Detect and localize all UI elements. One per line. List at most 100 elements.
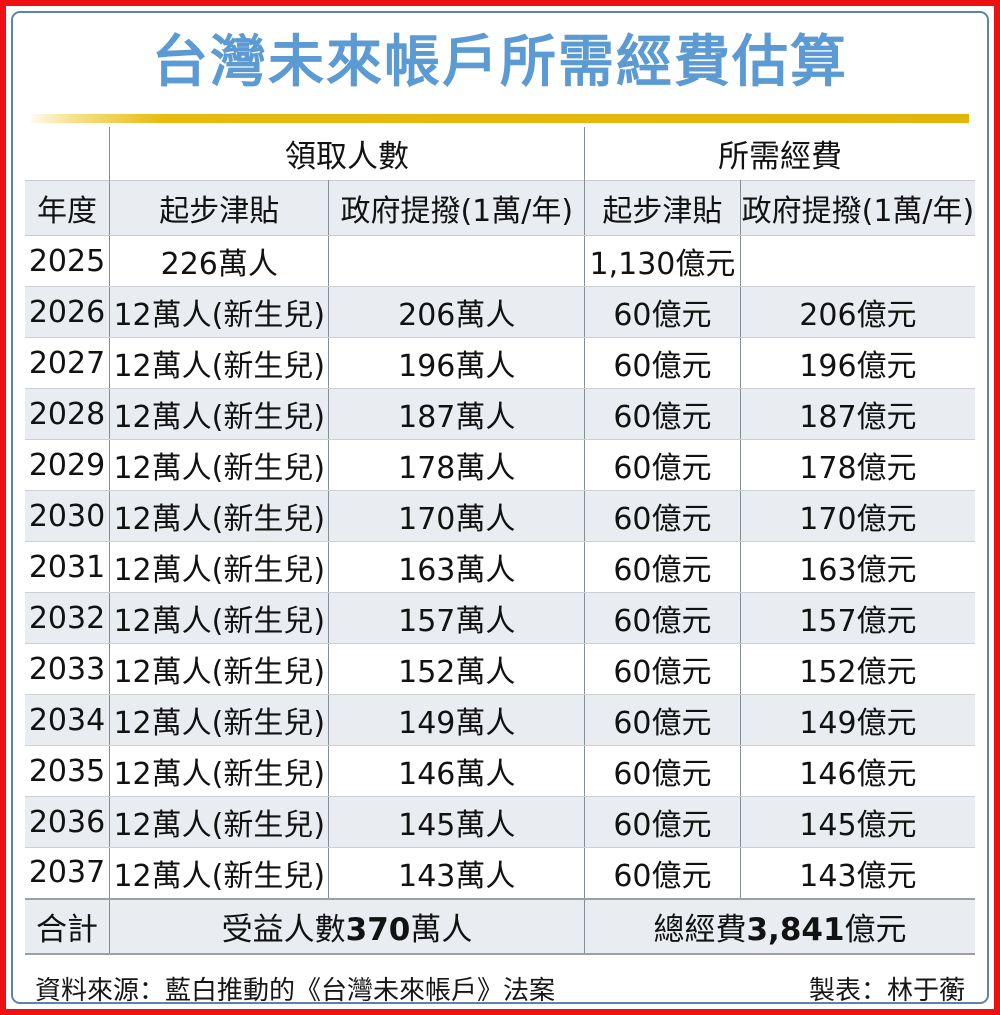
cell-funding-gov: 145億元 bbox=[740, 796, 975, 849]
cell-year: 2025 bbox=[25, 235, 111, 288]
cell-recipients-gov: 146萬人 bbox=[328, 745, 586, 798]
group-header-row: 領取人數 所需經費 bbox=[25, 126, 975, 181]
cell-recipients-gov: 170萬人 bbox=[328, 490, 586, 543]
cell-funding-starter: 60億元 bbox=[584, 286, 741, 339]
cell-funding-starter: 60億元 bbox=[584, 592, 741, 645]
cell-funding-starter: 60億元 bbox=[584, 541, 741, 594]
cell-funding-starter: 60億元 bbox=[584, 388, 741, 441]
table-body: 2025 226萬人 1,130億元 2026 12萬人(新生兒) 206萬人 60億元 20… bbox=[25, 235, 975, 900]
cell-funding-starter: 1,130億元 bbox=[584, 235, 741, 288]
cell-funding-gov: 206億元 bbox=[740, 286, 975, 339]
cell-year: 2037 bbox=[25, 847, 111, 900]
budget-table: 領取人數 所需經費 年度 起步津貼 政府提撥(1萬/年) 起步津貼 政府提撥(1… bbox=[25, 126, 975, 955]
table-row: 2034 12萬人(新生兒) 149萬人 60億元 149億元 bbox=[25, 694, 975, 747]
cell-funding-starter: 60億元 bbox=[584, 745, 741, 798]
total-funding-suffix: 億元 bbox=[844, 911, 907, 948]
cell-recipients-starter: 12萬人(新生兒) bbox=[109, 694, 330, 747]
total-funding-prefix: 總經費 bbox=[653, 911, 747, 948]
table-row: 2026 12萬人(新生兒) 206萬人 60億元 206億元 bbox=[25, 286, 975, 339]
cell-year: 2036 bbox=[25, 796, 111, 849]
table-row: 2027 12萬人(新生兒) 196萬人 60億元 196億元 bbox=[25, 337, 975, 390]
table-row: 2036 12萬人(新生兒) 145萬人 60億元 145億元 bbox=[25, 796, 975, 849]
cell-funding-starter: 60億元 bbox=[584, 694, 741, 747]
cell-funding-gov: 152億元 bbox=[740, 643, 975, 696]
cell-funding-gov: 187億元 bbox=[740, 388, 975, 441]
cell-funding-starter: 60億元 bbox=[584, 796, 741, 849]
cell-year: 2031 bbox=[25, 541, 111, 594]
table-row: 2028 12萬人(新生兒) 187萬人 60億元 187億元 bbox=[25, 388, 975, 441]
table-row: 2035 12萬人(新生兒) 146萬人 60億元 146億元 bbox=[25, 745, 975, 798]
cell-recipients-gov: 163萬人 bbox=[328, 541, 586, 594]
cell-recipients-gov: 196萬人 bbox=[328, 337, 586, 390]
cell-recipients-starter: 12萬人(新生兒) bbox=[109, 439, 330, 492]
cell-year: 2028 bbox=[25, 388, 111, 441]
total-funding: 總經費3,841億元 bbox=[584, 897, 975, 955]
column-header-recipients-gov: 政府提撥(1萬/年) bbox=[328, 180, 586, 237]
cell-recipients-starter: 12萬人(新生兒) bbox=[109, 388, 330, 441]
cell-funding-gov: 157億元 bbox=[740, 592, 975, 645]
credit-note: 製表：林于蘅 bbox=[808, 975, 965, 1004]
cell-funding-gov: 196億元 bbox=[740, 337, 975, 390]
cell-recipients-starter: 12萬人(新生兒) bbox=[109, 490, 330, 543]
cell-funding-starter: 60億元 bbox=[584, 439, 741, 492]
cell-funding-gov: 149億元 bbox=[740, 694, 975, 747]
group-header-recipients: 領取人數 bbox=[109, 126, 586, 181]
cell-year: 2029 bbox=[25, 439, 111, 492]
table-row: 2030 12萬人(新生兒) 170萬人 60億元 170億元 bbox=[25, 490, 975, 543]
cell-year: 2030 bbox=[25, 490, 111, 543]
table-row: 2032 12萬人(新生兒) 157萬人 60億元 157億元 bbox=[25, 592, 975, 645]
cell-funding-gov: 178億元 bbox=[740, 439, 975, 492]
column-header-funding-gov: 政府提撥(1萬/年) bbox=[740, 180, 975, 237]
cell-year: 2034 bbox=[25, 694, 111, 747]
cell-recipients-starter: 12萬人(新生兒) bbox=[109, 337, 330, 390]
cell-recipients-gov: 143萬人 bbox=[328, 847, 586, 900]
column-header-year: 年度 bbox=[25, 180, 111, 237]
total-funding-value: 3,841 bbox=[746, 911, 845, 948]
cell-year: 2035 bbox=[25, 745, 111, 798]
cell-recipients-gov: 187萬人 bbox=[328, 388, 586, 441]
cell-funding-gov: 170億元 bbox=[740, 490, 975, 543]
cell-year: 2027 bbox=[25, 337, 111, 390]
group-header-year-spacer bbox=[25, 126, 111, 181]
table-row: 2033 12萬人(新生兒) 152萬人 60億元 152億元 bbox=[25, 643, 975, 696]
cell-funding-gov: 143億元 bbox=[740, 847, 975, 900]
source-note: 資料來源：藍白推動的《台灣未來帳戶》法案 bbox=[35, 975, 556, 1004]
page-title: 台灣未來帳戶所需經費估算 bbox=[152, 30, 848, 95]
cell-funding-gov bbox=[740, 235, 975, 288]
cell-recipients-gov: 152萬人 bbox=[328, 643, 586, 696]
total-recipients-prefix: 受益人數 bbox=[221, 911, 346, 948]
cell-year: 2026 bbox=[25, 286, 111, 339]
cell-recipients-starter: 12萬人(新生兒) bbox=[109, 847, 330, 900]
table-row: 2025 226萬人 1,130億元 bbox=[25, 235, 975, 288]
cell-funding-gov: 163億元 bbox=[740, 541, 975, 594]
content-panel: 台灣未來帳戶所需經費估算 領取人數 所需經費 年度 起步津貼 政府提撥(1萬/年… bbox=[11, 11, 989, 1004]
cell-recipients-gov bbox=[328, 235, 586, 288]
total-recipients: 受益人數370萬人 bbox=[109, 897, 586, 955]
cell-recipients-gov: 145萬人 bbox=[328, 796, 586, 849]
cell-funding-gov: 146億元 bbox=[740, 745, 975, 798]
table-row: 2029 12萬人(新生兒) 178萬人 60億元 178億元 bbox=[25, 439, 975, 492]
total-recipients-value: 370 bbox=[345, 911, 411, 948]
column-header-funding-starter: 起步津貼 bbox=[584, 180, 741, 237]
cell-recipients-gov: 178萬人 bbox=[328, 439, 586, 492]
cell-funding-starter: 60億元 bbox=[584, 643, 741, 696]
total-row: 合計 受益人數370萬人 總經費3,841億元 bbox=[25, 897, 975, 955]
cell-funding-starter: 60億元 bbox=[584, 847, 741, 900]
cell-recipients-gov: 149萬人 bbox=[328, 694, 586, 747]
column-header-row: 年度 起步津貼 政府提撥(1萬/年) 起步津貼 政府提撥(1萬/年) bbox=[25, 180, 975, 237]
table-row: 2031 12萬人(新生兒) 163萬人 60億元 163億元 bbox=[25, 541, 975, 594]
cell-funding-starter: 60億元 bbox=[584, 337, 741, 390]
group-header-funding: 所需經費 bbox=[718, 138, 843, 175]
accent-bar bbox=[31, 113, 969, 123]
total-recipients-suffix: 萬人 bbox=[410, 911, 473, 948]
cell-recipients-starter: 12萬人(新生兒) bbox=[109, 541, 330, 594]
footer: 資料來源：藍白推動的《台灣未來帳戶》法案 製表：林于蘅 bbox=[23, 955, 977, 1004]
cell-recipients-starter: 12萬人(新生兒) bbox=[109, 643, 330, 696]
cell-recipients-starter: 226萬人 bbox=[109, 235, 330, 288]
cell-recipients-gov: 157萬人 bbox=[328, 592, 586, 645]
cell-recipients-starter: 12萬人(新生兒) bbox=[109, 592, 330, 645]
cell-recipients-gov: 206萬人 bbox=[328, 286, 586, 339]
cell-recipients-starter: 12萬人(新生兒) bbox=[109, 796, 330, 849]
cell-recipients-starter: 12萬人(新生兒) bbox=[109, 745, 330, 798]
